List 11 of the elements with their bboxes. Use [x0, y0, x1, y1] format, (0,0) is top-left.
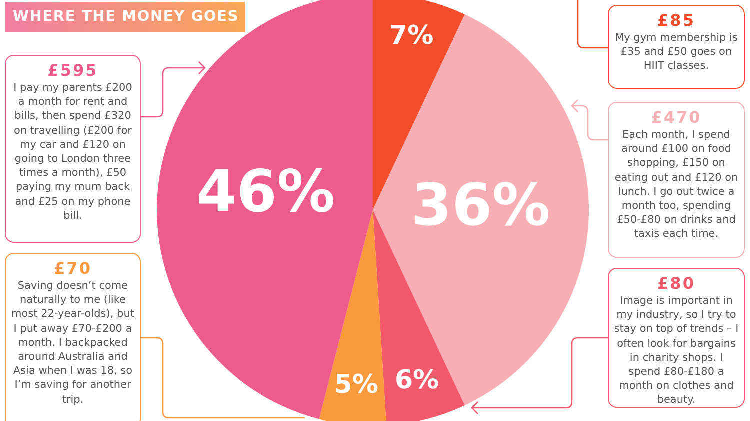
text: £595 I pay my parents £200 a month for rent and bills, then spend £320 on travelling (£200 for my car and £120 on going to London three times a month), £50 paying my mum back and £25 on my phone bill.: [14, 61, 132, 222]
text: £85 My gym membership is £35 and £50 goes on HIIT classes.: [614, 11, 739, 74]
data-label: 6%: [394, 365, 440, 396]
text: £470 Each month, I spend around £100 on food shopping, £150 on eating out and £120 on lunch. I go out twice a month too, spending £50-£80 on drinks and taxis each time.: [614, 108, 738, 240]
data-label: 7%: [390, 20, 434, 51]
data-label: 5%: [334, 370, 378, 400]
text: WHERE THE MONEY GOES: [5, 2, 245, 32]
text: £70 Saving doesn’t come naturally to me (like most 22-year-olds), but I put away £70-£200 a month. I backpacked around Australia and Asia when I was 18, so I’m saving for another trip.: [12, 259, 134, 406]
text: £80 Image is important in my industry, so I try to stay on top of trends – I often look for bargains in charity shops. I spend £80-£180 a month on clothes and beauty.: [614, 274, 739, 406]
data-label: 36%: [412, 171, 550, 240]
data-label: 46%: [196, 158, 336, 226]
